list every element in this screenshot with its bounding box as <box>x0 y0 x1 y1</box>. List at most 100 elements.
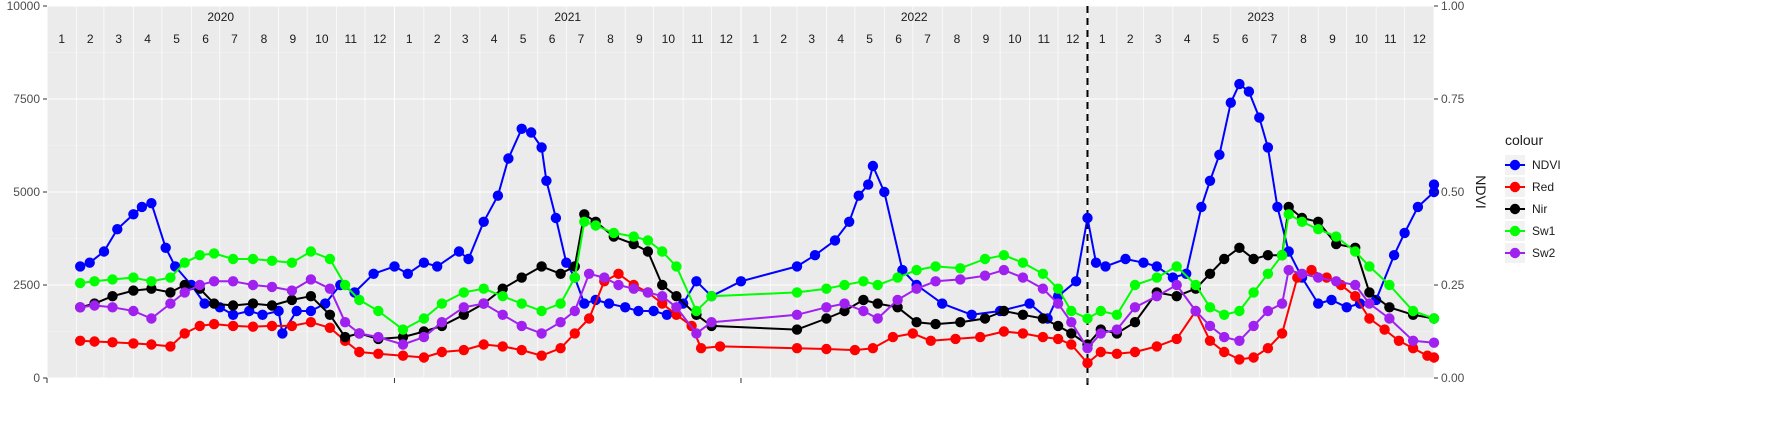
data-point-red <box>227 320 239 332</box>
data-point-ndvi <box>98 246 110 257</box>
data-point-red <box>695 343 707 354</box>
data-point-sw2 <box>1262 305 1274 317</box>
data-point-red <box>569 328 580 339</box>
data-point-ndvi <box>402 268 413 279</box>
data-point-nir <box>1248 253 1259 265</box>
data-point-red <box>1428 352 1440 363</box>
data-point-sw2 <box>1017 272 1029 283</box>
data-point-red <box>354 346 365 358</box>
data-point-ndvi <box>291 305 302 317</box>
data-point-ndvi <box>1412 201 1424 213</box>
data-point-sw1 <box>955 263 966 274</box>
data-point-sw2 <box>657 291 668 302</box>
data-point-red <box>1350 291 1361 302</box>
data-point-ndvi <box>1399 227 1410 239</box>
data-point-red <box>247 321 259 332</box>
data-point-ndvi <box>579 298 590 309</box>
data-point-red <box>128 338 139 349</box>
data-point-nir <box>642 246 654 257</box>
data-point-ndvi <box>1082 212 1093 224</box>
data-point-sw2 <box>397 339 409 350</box>
data-point-ndvi <box>1204 175 1216 186</box>
data-point-ndvi <box>853 190 864 201</box>
data-point-red <box>1171 333 1182 345</box>
month-label: 6 <box>549 32 556 46</box>
data-point-ndvi <box>503 153 514 164</box>
month-label: 11 <box>1384 32 1397 46</box>
data-point-red <box>497 341 508 352</box>
data-point-sw2 <box>1082 343 1093 354</box>
legend-key-point <box>1509 247 1521 259</box>
month-label: 12 <box>720 32 734 46</box>
data-point-red <box>436 346 448 358</box>
data-point-sw2 <box>930 276 941 287</box>
data-point-ndvi <box>603 298 615 309</box>
month-label: 9 <box>1329 32 1336 46</box>
data-point-sw2 <box>642 287 654 298</box>
data-point-ndvi <box>432 261 443 272</box>
data-point-red <box>1393 335 1405 346</box>
data-point-sw2 <box>706 317 717 328</box>
month-label: 2 <box>780 32 787 46</box>
data-point-sw1 <box>1428 313 1440 324</box>
data-point-nir <box>1204 268 1216 279</box>
data-point-ndvi <box>160 242 171 253</box>
data-point-ndvi <box>863 179 874 190</box>
data-point-ndvi <box>199 298 210 309</box>
data-point-ndvi <box>1151 261 1163 272</box>
data-point-sw1 <box>1313 224 1324 235</box>
data-point-sw2 <box>75 302 86 313</box>
right-axis: 0.00 0.25 0.50 0.75 1.00 <box>1434 0 1465 385</box>
data-point-sw2 <box>497 309 508 320</box>
month-label: 1 <box>406 32 413 46</box>
left-axis-tick-label: 0 <box>33 371 40 385</box>
data-point-red <box>1204 335 1216 346</box>
data-point-nir <box>579 209 590 220</box>
data-point-sw1 <box>89 276 100 287</box>
data-point-sw2 <box>1111 324 1123 335</box>
data-point-nir <box>266 300 278 311</box>
data-point-nir <box>247 298 259 309</box>
data-point-sw2 <box>516 320 527 332</box>
data-point-ndvi <box>867 160 879 172</box>
month-label: 4 <box>1184 32 1191 46</box>
data-point-red <box>583 313 595 324</box>
data-point-red <box>657 298 668 309</box>
data-point-red <box>107 337 118 348</box>
data-point-sw2 <box>146 313 157 324</box>
left-axis-tick-label: 7500 <box>13 92 40 106</box>
data-point-sw1 <box>497 291 508 302</box>
legend-item-sw2: Sw2 <box>1505 243 1556 263</box>
data-point-sw2 <box>373 331 384 343</box>
data-point-nir <box>1066 328 1077 339</box>
data-point-nir <box>286 294 298 306</box>
data-point-red <box>950 333 961 345</box>
data-point-sw2 <box>354 328 365 339</box>
data-point-red <box>1262 343 1274 354</box>
data-point-red <box>1306 264 1317 276</box>
data-point-ndvi <box>75 261 86 272</box>
data-point-red <box>305 317 317 328</box>
data-point-ndvi <box>526 127 537 138</box>
data-point-ndvi <box>1254 112 1265 123</box>
data-point-nir <box>305 291 317 302</box>
data-point-nir <box>1283 201 1294 213</box>
data-point-ndvi <box>463 253 474 265</box>
data-point-ndvi <box>1090 257 1102 268</box>
month-label: 9 <box>983 32 990 46</box>
data-point-nir <box>628 238 639 250</box>
data-point-ndvi <box>146 198 157 209</box>
data-point-sw1 <box>706 291 717 302</box>
data-point-sw2 <box>583 268 595 279</box>
data-point-ndvi <box>305 305 317 317</box>
data-point-red <box>1111 348 1123 359</box>
data-point-ndvi <box>1313 298 1324 309</box>
data-point-nir <box>872 298 883 309</box>
data-point-ndvi <box>227 309 239 320</box>
data-point-ndvi <box>550 212 562 224</box>
data-point-ndvi <box>1234 78 1245 90</box>
legend-item-ndvi: NDVI <box>1505 155 1561 175</box>
year-label: 2023 <box>1247 10 1274 24</box>
data-point-sw2 <box>791 309 803 320</box>
data-point-sw2 <box>872 313 883 324</box>
